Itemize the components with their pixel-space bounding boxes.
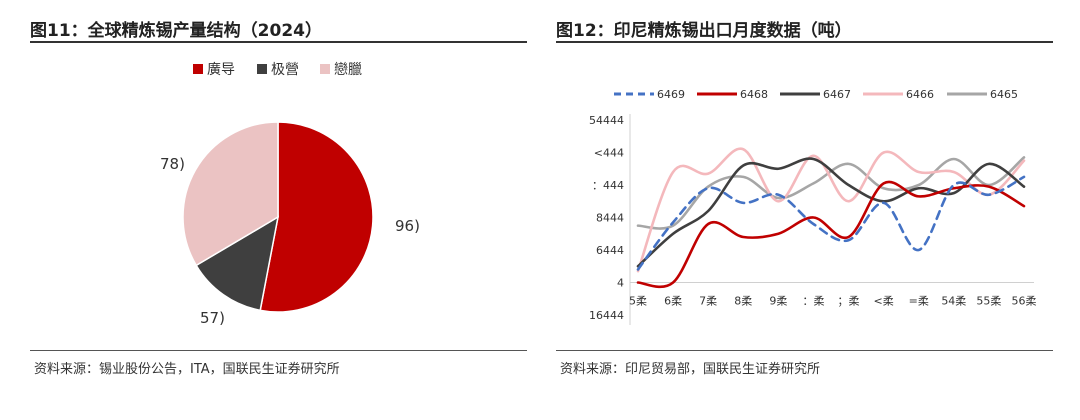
pie-legend-swatch (257, 64, 267, 74)
pie-legend-label: 戀臘 (334, 62, 362, 78)
line-legend-label: 6466 (906, 88, 934, 101)
series-line-6465 (636, 156, 1026, 230)
pie-source-note: 资料来源：锡业股份公告，ITA，国联民生证券研究所 (34, 362, 340, 377)
line-legend-item: 6468 (697, 88, 768, 101)
series-line-6467 (636, 157, 1026, 268)
pie-title-divider (30, 41, 527, 43)
pie-source-divider (30, 350, 527, 351)
y-tick-label: 6444 (596, 244, 624, 257)
line-source-divider (556, 350, 1053, 351)
pie-slice-label: 96) (395, 217, 420, 235)
x-tick-label: ；柔 (838, 295, 860, 308)
line-panel: 图12：印尼精炼锡出口月度数据（吨） 6469 6468 6467 6466 6465 1… (556, 0, 1053, 400)
pie-legend-label: 极營 (271, 62, 299, 78)
pie-chart: 廣导 极營 戀臘 96) 57) 78) (160, 61, 420, 327)
line-chart-title: 图12：印尼精炼锡出口月度数据（吨） (556, 21, 852, 41)
line-chart: 6469 6468 6467 6466 6465 16444 4 6444 8444 ：444 <4… (589, 88, 1037, 325)
pie-legend-item: 极營 (257, 62, 299, 78)
line-legend-item: 6466 (863, 88, 934, 101)
pie-legend-label: 廣导 (207, 61, 235, 78)
line-legend-item: 6469 (614, 88, 685, 101)
line-legend-item: 6465 (947, 88, 1018, 101)
x-tick-label: ：柔 (802, 295, 824, 308)
line-source-note: 资料来源：印尼贸易部，国联民生证券研究所 (560, 362, 821, 377)
pie-slice (182, 121, 279, 267)
series-line-6468 (636, 180, 1026, 289)
x-tick-label: 6柔 (664, 295, 682, 308)
line-legend-label: 6469 (657, 88, 685, 101)
pie-legend-swatch (320, 64, 330, 74)
y-tick-label: <444 (594, 147, 624, 160)
y-tick-label: ：444 (592, 179, 624, 192)
pie-panel: 图11：全球精炼锡产量结构（2024） 廣导 极營 戀臘 96) 57) 78) 资料来源… (30, 0, 527, 400)
x-tick-label: 5柔 (629, 295, 647, 308)
line-legend-item: 6467 (780, 88, 851, 101)
pie-slice (195, 215, 280, 312)
x-tick-label: =柔 (909, 295, 929, 308)
pie-legend-swatch (193, 64, 203, 74)
line-title-divider (556, 41, 1053, 43)
line-legend-label: 6465 (990, 88, 1018, 101)
x-tick-label: 7柔 (699, 295, 717, 308)
y-tick-label: 8444 (596, 212, 624, 225)
series-line-6469 (636, 175, 1026, 271)
x-tick-label: 9柔 (769, 295, 787, 308)
line-legend-label: 6468 (740, 88, 768, 101)
pie-slice (259, 121, 374, 313)
x-tick-label: 8柔 (734, 295, 752, 308)
y-tick-label: 4 (617, 277, 624, 290)
pie-legend-item: 戀臘 (320, 62, 362, 78)
x-tick-label: 54柔 (941, 295, 966, 308)
x-tick-label: 55柔 (976, 295, 1001, 308)
pie-chart-title: 图11：全球精炼锡产量结构（2024） (30, 21, 322, 41)
x-tick-label: <柔 (874, 295, 894, 308)
line-legend-label: 6467 (823, 88, 851, 101)
y-tick-label: 16444 (589, 309, 624, 322)
pie-slice-label: 78) (160, 155, 185, 173)
y-tick-label: 54444 (589, 114, 624, 127)
x-tick-label: 56柔 (1012, 295, 1037, 308)
pie-legend-item: 廣导 (193, 61, 235, 78)
pie-slice-label: 57) (200, 309, 225, 327)
